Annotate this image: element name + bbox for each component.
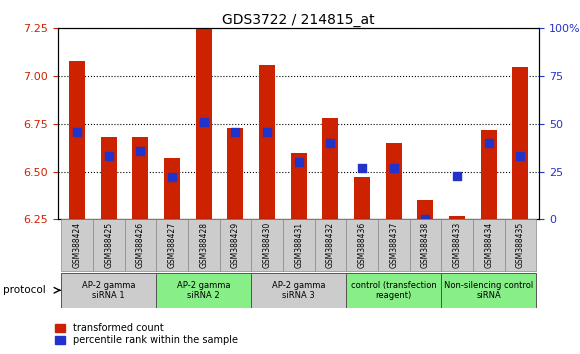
Bar <box>314 219 346 271</box>
Bar <box>418 200 433 219</box>
Bar <box>69 61 85 219</box>
Bar <box>259 65 275 219</box>
Bar <box>283 219 314 271</box>
Text: GSM388436: GSM388436 <box>357 222 367 268</box>
Text: GSM388425: GSM388425 <box>104 222 113 268</box>
Point <box>389 165 398 171</box>
Point <box>262 129 271 135</box>
Bar <box>481 130 496 219</box>
Text: GSM388432: GSM388432 <box>326 222 335 268</box>
Bar <box>386 143 401 219</box>
Text: GSM388437: GSM388437 <box>389 222 398 268</box>
Text: GSM388424: GSM388424 <box>72 222 82 268</box>
Text: GSM388426: GSM388426 <box>136 222 145 268</box>
Bar <box>251 219 283 271</box>
Point <box>452 173 462 178</box>
Text: Non-silencing control
siRNA: Non-silencing control siRNA <box>444 281 534 300</box>
Text: GSM388435: GSM388435 <box>516 222 525 268</box>
Bar <box>61 273 156 308</box>
Bar <box>513 67 528 219</box>
Text: protocol: protocol <box>3 285 46 295</box>
Point <box>231 129 240 135</box>
Point <box>516 154 525 159</box>
Bar <box>101 137 117 219</box>
Point <box>168 175 177 180</box>
Point <box>420 217 430 222</box>
Bar <box>505 219 536 271</box>
Bar <box>409 219 441 271</box>
Text: GSM388430: GSM388430 <box>263 222 271 268</box>
Bar <box>219 219 251 271</box>
Text: GSM388431: GSM388431 <box>294 222 303 268</box>
Bar <box>164 158 180 219</box>
Title: GDS3722 / 214815_at: GDS3722 / 214815_at <box>222 13 375 27</box>
Text: AP-2 gamma
siRNA 2: AP-2 gamma siRNA 2 <box>177 281 230 300</box>
Bar <box>132 137 148 219</box>
Point <box>294 159 303 165</box>
Bar <box>354 177 370 219</box>
Bar <box>346 273 441 308</box>
Point <box>72 129 82 135</box>
Bar <box>188 219 219 271</box>
Point <box>136 148 145 154</box>
Bar <box>378 219 409 271</box>
Bar <box>156 219 188 271</box>
Bar <box>196 28 212 219</box>
Bar <box>93 219 125 271</box>
Text: GSM388433: GSM388433 <box>452 222 462 268</box>
Text: GSM388429: GSM388429 <box>231 222 240 268</box>
Text: GSM388438: GSM388438 <box>421 222 430 268</box>
Bar <box>156 273 251 308</box>
Bar <box>125 219 156 271</box>
Text: AP-2 gamma
siRNA 1: AP-2 gamma siRNA 1 <box>82 281 135 300</box>
Text: control (transfection
reagent): control (transfection reagent) <box>351 281 437 300</box>
Bar <box>61 219 93 271</box>
Point <box>199 119 208 125</box>
Bar <box>346 219 378 271</box>
Bar <box>227 128 243 219</box>
Bar <box>441 219 473 271</box>
Point <box>104 154 113 159</box>
Text: GSM388434: GSM388434 <box>484 222 493 268</box>
Text: AP-2 gamma
siRNA 3: AP-2 gamma siRNA 3 <box>272 281 325 300</box>
Point <box>357 165 367 171</box>
Bar <box>473 219 505 271</box>
Bar <box>322 118 338 219</box>
Bar <box>251 273 346 308</box>
Point <box>484 140 494 146</box>
Point <box>326 140 335 146</box>
Text: GSM388428: GSM388428 <box>199 222 208 268</box>
Text: GSM388427: GSM388427 <box>168 222 176 268</box>
Bar <box>291 153 307 219</box>
Bar <box>441 273 536 308</box>
Bar <box>449 216 465 219</box>
Legend: transformed count, percentile rank within the sample: transformed count, percentile rank withi… <box>51 319 241 349</box>
